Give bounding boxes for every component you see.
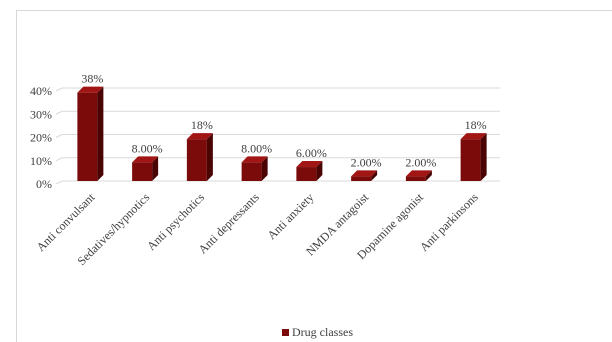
legend-swatch — [282, 329, 289, 336]
data-label: 8.00% — [241, 141, 272, 155]
bar-top — [132, 156, 159, 163]
data-label: 6.00% — [296, 146, 327, 160]
bar — [132, 162, 153, 181]
bars — [77, 86, 487, 181]
bar — [405, 176, 426, 181]
data-label: 2.00% — [351, 155, 382, 169]
y-tick-label: 40% — [30, 84, 52, 98]
bar-side — [97, 86, 104, 181]
bar — [460, 139, 481, 181]
gridline-depth — [55, 87, 63, 92]
bar-side — [480, 133, 487, 181]
category-label: Anti parkinsons — [417, 190, 481, 254]
bar-side — [425, 170, 432, 181]
gridline-depth — [55, 180, 63, 185]
data-labels: 38% 8.00% 18% 8.00% 6.00% 2.00% 2.00% 18% — [81, 72, 486, 170]
bar-top — [351, 170, 378, 177]
data-label: 18% — [465, 118, 487, 132]
y-tick-label: 30% — [30, 107, 52, 121]
bar-top — [77, 86, 104, 93]
gridline-depth — [55, 134, 63, 138]
bar — [186, 139, 207, 181]
gridline-depth — [55, 157, 63, 162]
bar-side — [152, 156, 159, 181]
bar — [296, 167, 317, 181]
data-label: 18% — [191, 118, 213, 132]
data-label: 2.00% — [405, 155, 436, 169]
bar-top — [405, 170, 432, 177]
legend: Drug classes — [282, 325, 353, 339]
bar-top — [186, 133, 213, 140]
bar — [241, 162, 262, 181]
bar-top — [241, 156, 268, 163]
y-tick-label: 10% — [30, 154, 52, 168]
gridline-depth — [55, 110, 63, 115]
chart-frame — [16, 10, 612, 342]
y-tick-label: 20% — [30, 131, 52, 145]
bar-side — [261, 156, 268, 181]
y-axis-ticks: 0% 10% 20% 30% 40% — [30, 84, 52, 191]
bar — [351, 176, 372, 181]
bar-side — [206, 133, 213, 181]
bar-top — [296, 161, 323, 168]
legend-label: Drug classes — [292, 325, 353, 339]
bar-side — [371, 170, 378, 181]
bar-top — [460, 133, 487, 140]
gridlines — [55, 87, 500, 185]
y-tick-label: 0% — [36, 177, 52, 191]
bar-side — [316, 161, 323, 181]
category-label: Anti anxiety — [264, 190, 316, 242]
data-label: 8.00% — [132, 141, 163, 155]
data-label: 38% — [81, 72, 103, 86]
bar — [77, 92, 98, 181]
